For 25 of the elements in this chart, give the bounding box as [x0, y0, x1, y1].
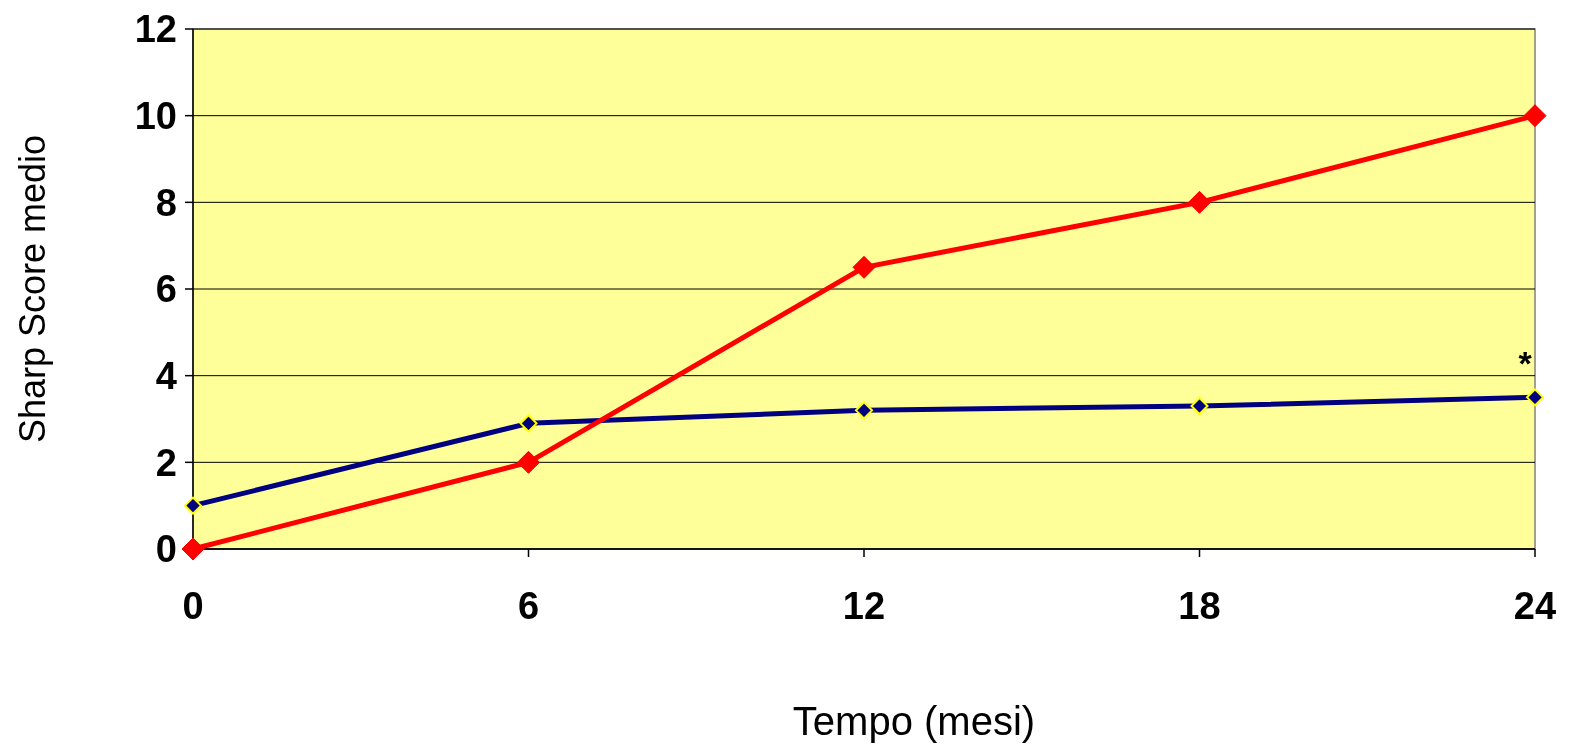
x-tick-label: 12 [842, 585, 886, 627]
y-tick-label: 4 [155, 354, 177, 397]
point [852, 255, 876, 279]
x-tick-label: 18 [1178, 585, 1221, 627]
y-tick-label: 2 [155, 441, 177, 484]
y-axis-title: Sharp Score medio [12, 134, 53, 444]
y-tick-label: 10 [134, 94, 177, 137]
x-tick-label: 24 [1513, 585, 1557, 627]
point [517, 450, 540, 474]
x-tick-label: 6 [517, 585, 540, 627]
y-tick-label: 8 [155, 181, 177, 224]
point [181, 537, 205, 561]
annotation: * [1518, 344, 1533, 383]
x-tick-label: 0 [182, 585, 204, 627]
point [855, 401, 873, 420]
point [1188, 190, 1211, 214]
point [519, 414, 538, 433]
point [1526, 388, 1544, 407]
x-axis-title: Tempo (mesi) [792, 699, 1036, 743]
y-tick-label: 6 [155, 268, 177, 311]
point [184, 496, 202, 515]
point [1523, 104, 1547, 128]
y-tick-label: 12 [134, 8, 177, 51]
point [1190, 397, 1209, 415]
y-tick-label: 0 [155, 528, 177, 571]
